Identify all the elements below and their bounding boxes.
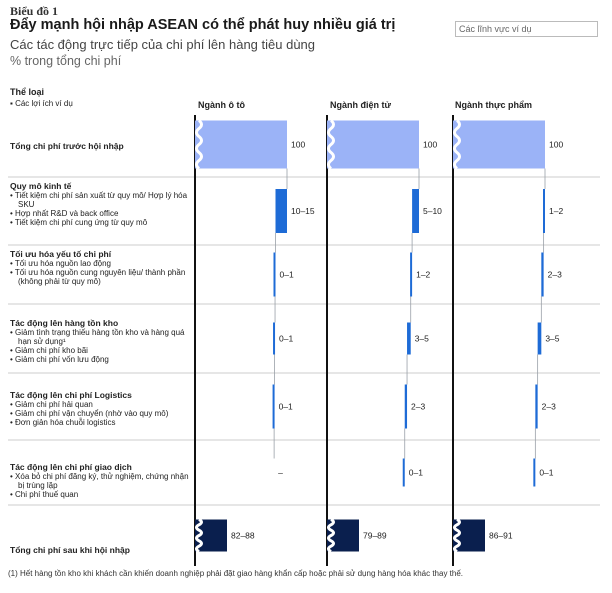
chart-title: Đẩy mạnh hội nhập ASEAN có thể phát huy … <box>10 17 396 33</box>
data-label: 0–1 <box>279 334 293 344</box>
category-header: Thể loại <box>10 87 45 97</box>
step-bar <box>273 252 276 297</box>
data-label: – <box>278 468 283 478</box>
data-label: 3–5 <box>545 334 559 344</box>
row-label-0: Tổng chi phí trước hội nhập <box>10 141 124 151</box>
row-title: Quy mô kinh tế <box>10 181 72 191</box>
data-label: 1–2 <box>549 206 563 216</box>
data-label: 100 <box>423 140 437 150</box>
series-header-automotive: Ngành ô tô <box>198 100 245 110</box>
data-label: 79–89 <box>363 531 387 541</box>
step-bar <box>541 252 544 297</box>
step-bar <box>410 252 413 297</box>
axis-break-mark <box>453 518 461 553</box>
series-header-food: Ngành thực phẩm <box>455 100 533 110</box>
examples-header: Các lợi ích ví dụ <box>10 99 73 108</box>
row-title: Tối ưu hóa yếu tố chi phí <box>10 249 112 259</box>
row-bullet: Tối ưu hóa nguồn lao động <box>10 259 193 268</box>
data-label: 100 <box>291 140 305 150</box>
step-bar <box>404 384 408 429</box>
row-bullet: Hợp nhất R&D và back office <box>10 209 193 218</box>
step-bar <box>533 458 536 487</box>
total-bar <box>327 120 419 169</box>
row-bullet: Giảm chi phí hải quan <box>10 400 193 409</box>
data-label: 86–91 <box>489 531 513 541</box>
row-bullet: Giảm chi phí kho bãi <box>10 346 193 355</box>
row-bullet: Tối ưu hóa nguồn cung nguyên liệu/ thành… <box>10 268 193 286</box>
data-label: 10–15 <box>291 206 315 216</box>
data-label: 2–3 <box>411 402 425 412</box>
axis-break-mark <box>327 518 335 553</box>
chart-subtitle: Các tác động trực tiếp của chi phí lên h… <box>10 37 316 52</box>
data-label: 0–1 <box>280 270 294 280</box>
step-bar <box>412 189 419 233</box>
row-title: Tác động lên chi phí Logistics <box>10 390 132 400</box>
row-bullet: Chi phí thuế quan <box>10 490 193 499</box>
row-bullet: Giảm tình trạng thiếu hàng tồn kho và hà… <box>10 328 193 346</box>
data-label: 2–3 <box>548 270 562 280</box>
row-title: Tác động lên chi phí giao dịch <box>10 462 132 472</box>
row-bullet: Đơn giản hóa chuỗi logistics <box>10 418 193 427</box>
example-sectors-box: Các lĩnh vực ví dụ <box>455 21 598 37</box>
row-bullet: Giảm chi phí vốn lưu động <box>10 355 193 364</box>
row-bullet: Xóa bỏ chi phí đăng ký, thử nghiệm, chứn… <box>10 472 193 490</box>
row-label-5: Tác động lên chi phí giao dịch Xóa bỏ ch… <box>10 462 193 499</box>
data-label: 1–2 <box>416 270 430 280</box>
data-label: 0–1 <box>539 468 553 478</box>
step-bar <box>272 384 275 429</box>
data-label: 0–1 <box>409 468 423 478</box>
data-label: 82–88 <box>231 531 255 541</box>
row-label-2: Tối ưu hóa yếu tố chi phí Tối ưu hóa ngu… <box>10 249 193 286</box>
row-bullet: Giảm chi phí vận chuyển (nhờ vào quy mô) <box>10 409 193 418</box>
data-label: 3–5 <box>415 334 429 344</box>
row-title: Tổng chi phí sau khi hội nhập <box>10 545 130 555</box>
step-bar <box>402 458 405 487</box>
data-label: 2–3 <box>542 402 556 412</box>
axis-break-mark <box>453 119 461 170</box>
step-bar <box>537 322 542 355</box>
axis-break-mark <box>195 119 203 170</box>
row-label-4: Tác động lên chi phí Logistics Giảm chi … <box>10 390 193 427</box>
axis-break-mark <box>195 518 203 553</box>
step-bar <box>407 322 411 355</box>
total-bar <box>195 120 287 169</box>
step-bar <box>535 384 538 429</box>
row-label-6: Tổng chi phí sau khi hội nhập <box>10 545 130 555</box>
row-label-1: Quy mô kinh tế Tiết kiệm chi phí sản xuấ… <box>10 181 193 227</box>
step-bar <box>275 189 287 233</box>
row-bullet: Tiết kiệm chi phí cung ứng từ quy mô <box>10 218 193 227</box>
axis-break-mark <box>327 119 335 170</box>
total-bar <box>453 120 545 169</box>
row-title: Tác động lên hàng tồn kho <box>10 318 119 328</box>
row-label-3: Tác động lên hàng tồn kho Giảm tình trạn… <box>10 318 193 364</box>
data-label: 5–10 <box>423 206 442 216</box>
unit-label: % trong tổng chi phí <box>10 54 122 68</box>
data-label: 0–1 <box>279 402 293 412</box>
footnote: (1) Hết hàng tồn kho khi khách cần khiến… <box>8 569 464 578</box>
series-header-electronics: Ngành điện tử <box>330 100 392 110</box>
row-title: Tổng chi phí trước hội nhập <box>10 141 124 151</box>
step-bar <box>543 189 545 233</box>
row-bullet: Tiết kiệm chi phí sản xuất từ quy mô/ Hợ… <box>10 191 193 209</box>
exhibit-label: Biểu đồ 1 <box>10 4 59 18</box>
data-label: 100 <box>549 140 563 150</box>
step-bar <box>273 322 276 355</box>
